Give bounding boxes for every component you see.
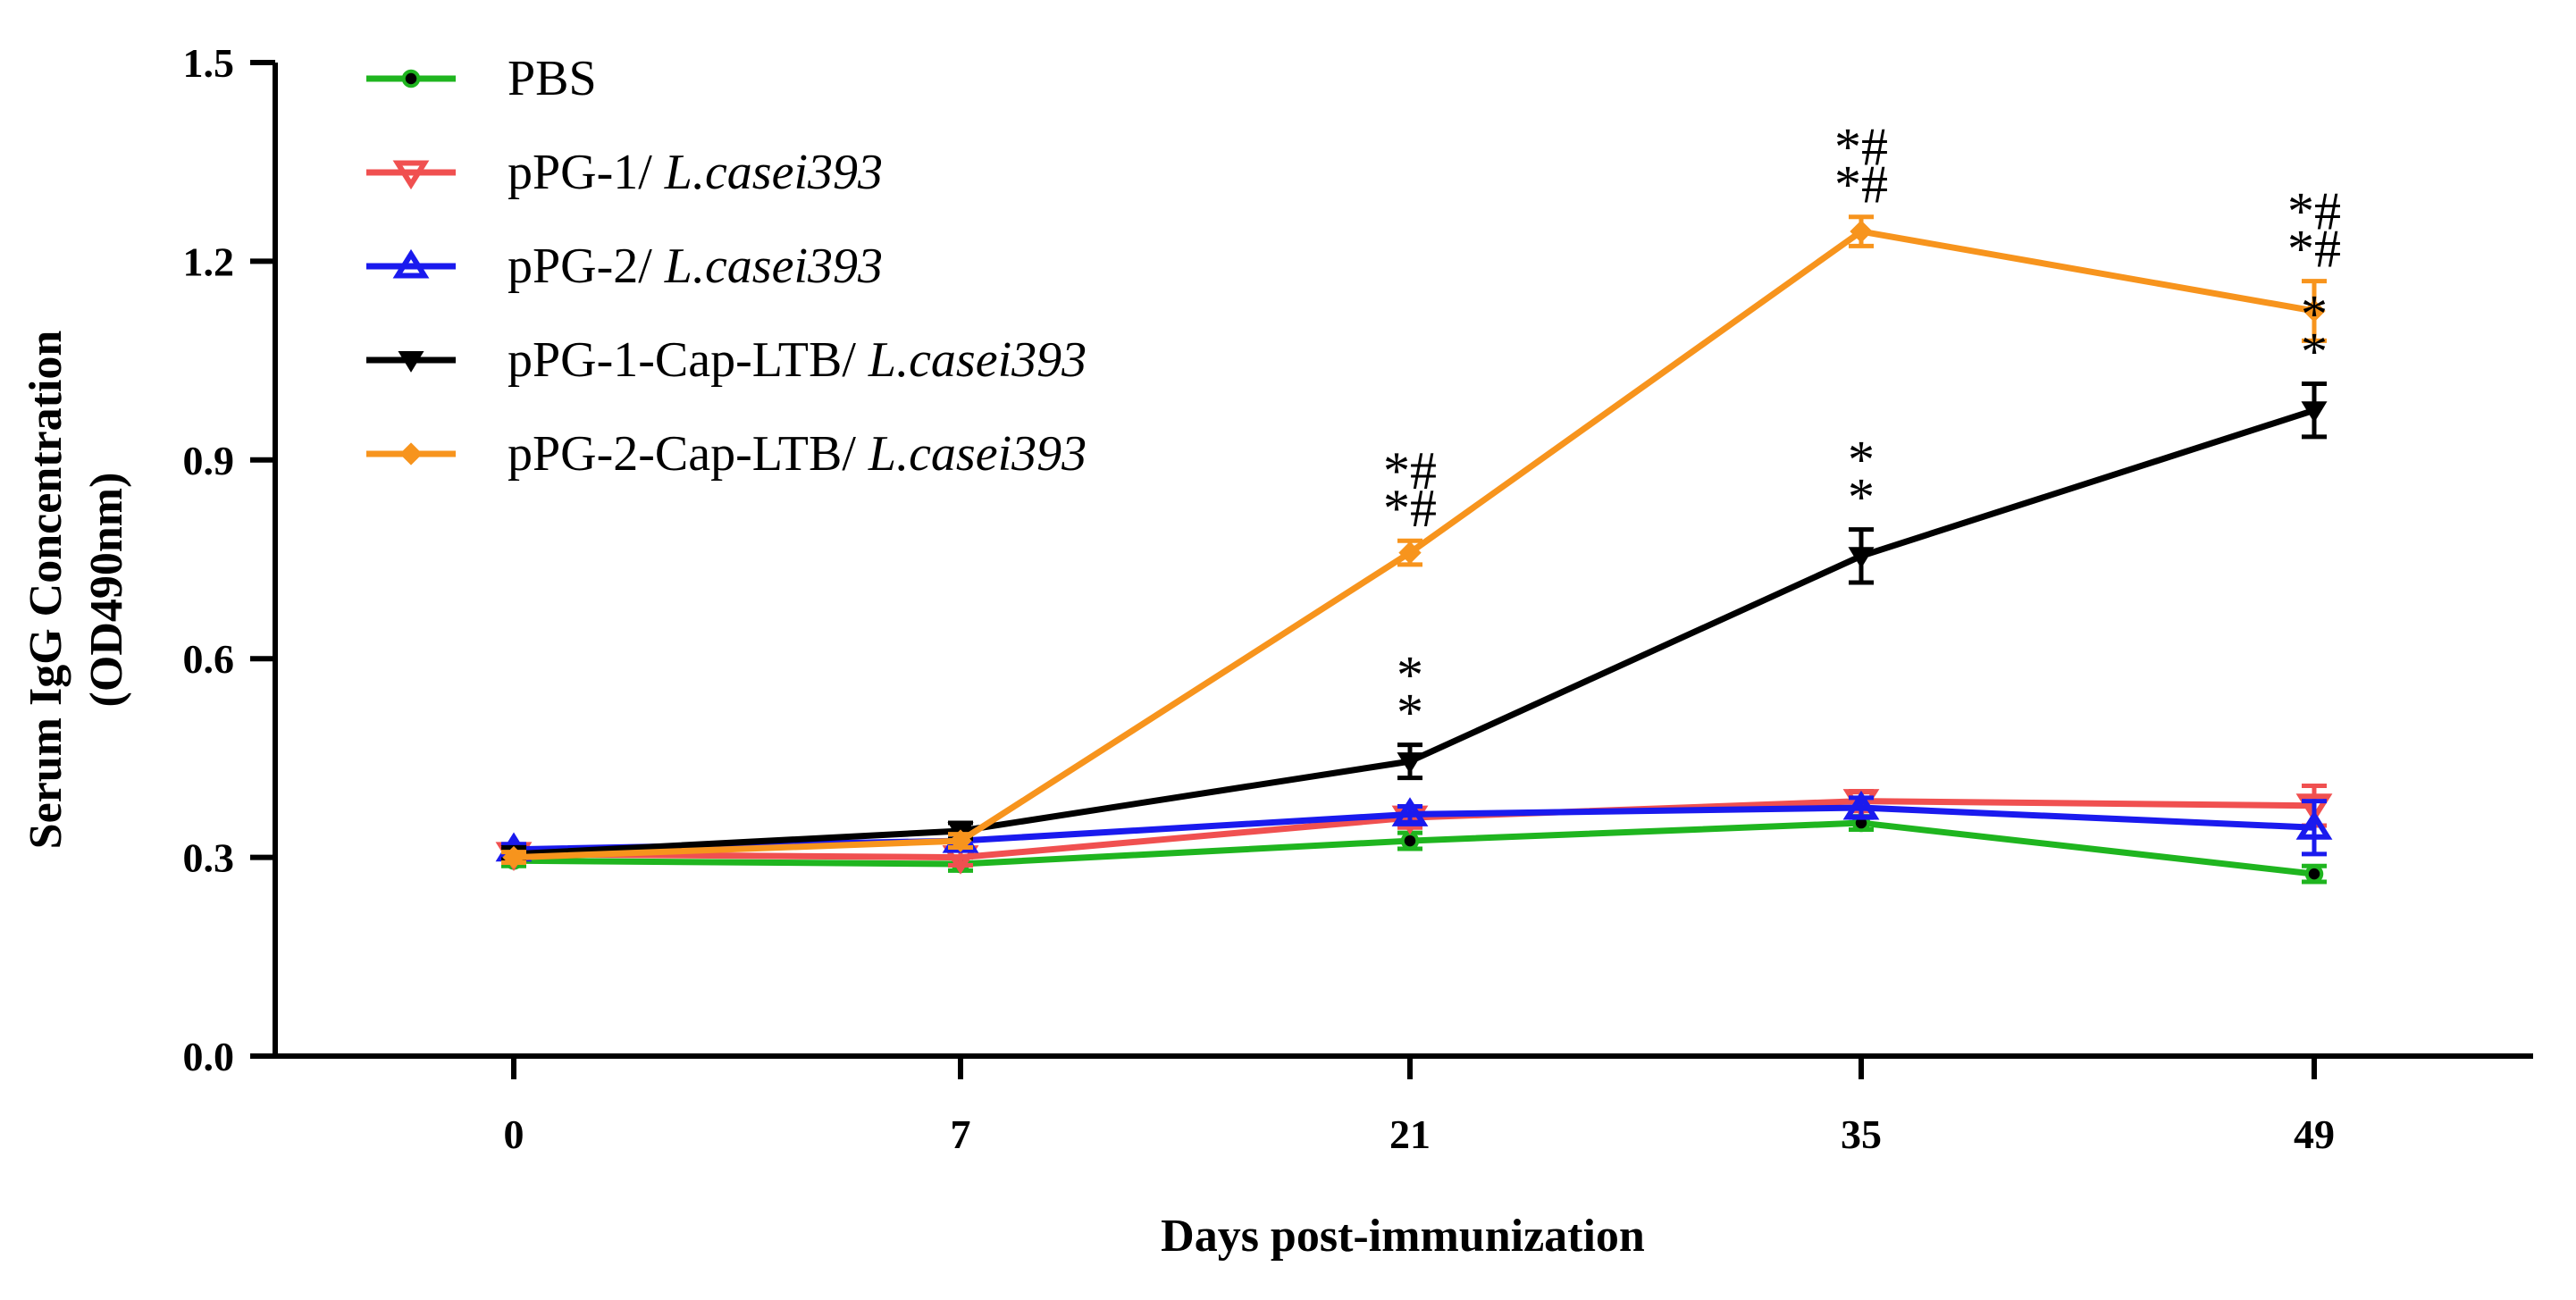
x-tick-label: 21: [1389, 1111, 1431, 1157]
annotation-top: *: [1397, 646, 1423, 705]
legend-label-italic: L.casei393: [664, 239, 883, 294]
annotation-top: *#: [2287, 182, 2341, 241]
data-point: [1850, 220, 1873, 243]
legend-item-ppg-1-l-casei393: pPG-1/ L.casei393: [366, 145, 883, 200]
legend-item-ppg-2-l-casei393: pPG-2/ L.casei393: [366, 239, 883, 294]
legend-item-ppg-1-cap-ltb-l-casei393: pPG-1-Cap-LTB/ L.casei393: [366, 332, 1087, 388]
legend-label: pPG-1/ L.casei393: [508, 145, 883, 200]
significance-annotation: *#*#: [2287, 182, 2341, 279]
data-point: [1848, 547, 1875, 569]
data-point: [1842, 790, 1880, 820]
legend-label-plain: pPG-1/: [508, 145, 665, 200]
y-tick-label: 0.0: [183, 1034, 235, 1079]
legend-marker: [392, 248, 430, 279]
series-ppg-1-l-casei393: [495, 784, 2333, 875]
significance-annotation: *#*#: [1383, 441, 1437, 538]
legend-marker: [398, 351, 424, 373]
annotation-bottom: *: [2301, 323, 2328, 382]
legend-item-pbs: PBS: [366, 51, 597, 106]
legend-label-plain: pPG-2-Cap-LTB/: [508, 426, 868, 482]
y-axis-title-line1: Serum IgG Concentration: [21, 331, 71, 850]
data-point: [1397, 752, 1423, 775]
legend-label: pPG-2-Cap-LTB/ L.casei393: [508, 426, 1087, 482]
y-tick-label: 0.3: [183, 835, 235, 881]
annotation-bottom: *#: [1383, 479, 1437, 538]
data-point: [2303, 299, 2326, 323]
annotation-top: *: [1848, 431, 1875, 490]
legend-item-ppg-2-cap-ltb-l-casei393: pPG-2-Cap-LTB/ L.casei393: [366, 426, 1087, 482]
y-tick-label: 0.9: [183, 438, 235, 483]
x-axis-title: Days post-immunization: [1161, 1211, 1645, 1262]
legend-label: PBS: [508, 51, 597, 106]
significance-annotation: *#*#: [1834, 118, 1888, 214]
annotation-layer: *#*#*#*# *#*#******: [1383, 118, 2341, 742]
legend-label: pPG-1-Cap-LTB/ L.casei393: [508, 332, 1087, 388]
data-point: [1398, 541, 1422, 565]
legend-label-plain: pPG-2/: [508, 239, 665, 294]
plot-area: *#*#*#*# *#*#******: [495, 118, 2341, 885]
y-tick-label: 1.5: [183, 40, 235, 86]
error-bar: [2302, 799, 2327, 857]
annotation-top: *: [2301, 285, 2328, 344]
significance-annotation: **: [1397, 646, 1423, 742]
data-point: [2295, 793, 2333, 823]
x-tick-label: 35: [1841, 1111, 1882, 1157]
data-point: [1391, 797, 1429, 826]
data-point: [2304, 864, 2324, 884]
annotation-bottom: *#: [1834, 155, 1888, 214]
data-point: [2295, 810, 2333, 840]
y-tick-label: 1.2: [183, 239, 235, 284]
axis-titles: Days post-immunization Serum IgG Concent…: [21, 331, 1645, 1262]
legend-marker: [392, 160, 430, 190]
data-point: [2301, 401, 2328, 424]
significance-annotation: **: [2301, 285, 2328, 382]
data-point: [949, 829, 972, 852]
y-ticks: 0.0 0.3 0.6 0.9 1.2 1.5: [183, 40, 275, 1079]
series-layer: [495, 214, 2333, 885]
legend-marker: [399, 442, 423, 465]
annotation-top: *#: [1383, 441, 1437, 500]
x-tick-label: 7: [951, 1111, 971, 1157]
series-ppg-2-cap-ltb-l-casei393: [501, 214, 2327, 869]
x-ticks: 0 7 21 35 49: [504, 1056, 2335, 1157]
x-tick-label: 0: [504, 1111, 524, 1157]
annotation-bottom: *#: [2287, 220, 2341, 279]
data-point: [1400, 831, 1420, 851]
legend-label-plain: PBS: [508, 51, 597, 106]
annotation-bottom: *: [1848, 468, 1875, 527]
legend-label-italic: L.casei393: [868, 426, 1087, 482]
significance-annotation: **: [1848, 431, 1875, 527]
y-tick-label: 0.6: [183, 636, 235, 682]
x-tick-label: 49: [2294, 1111, 2335, 1157]
legend-label-italic: L.casei393: [664, 145, 883, 200]
legend-label-plain: pPG-1-Cap-LTB/: [508, 332, 868, 388]
data-point: [502, 845, 525, 869]
annotation-bottom: *: [1397, 684, 1423, 742]
legend-label-italic: L.casei393: [868, 332, 1087, 388]
legend-label: pPG-2/ L.casei393: [508, 239, 883, 294]
annotation-top: *#: [1834, 118, 1888, 177]
legend-marker: [401, 69, 421, 88]
y-axis-title-line2: (OD490nm): [81, 473, 132, 708]
axes: 0.0 0.3 0.6 0.9 1.2 1.5 0 7 21 35 49: [183, 40, 2533, 1157]
